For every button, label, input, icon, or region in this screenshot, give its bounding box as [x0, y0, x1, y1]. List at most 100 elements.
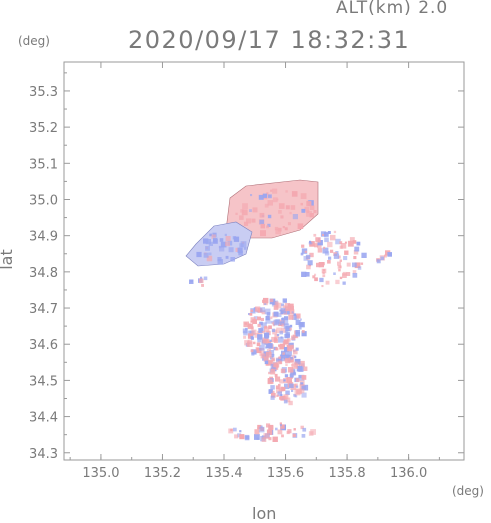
echo-cell — [279, 344, 284, 350]
echo-cell — [281, 387, 285, 391]
y-unit-label: (deg) — [18, 34, 50, 48]
echo-cell — [260, 307, 265, 313]
echo-cell — [283, 378, 289, 384]
echo-cell — [302, 366, 308, 371]
echo-cell — [203, 238, 209, 244]
echo-cell — [242, 328, 248, 334]
echo-cell — [283, 323, 290, 329]
echo-cell — [306, 264, 311, 270]
echo-cell — [354, 262, 361, 269]
echo-cell — [266, 192, 269, 195]
y-tick-label: 34.6 — [29, 338, 58, 353]
echo-cell — [274, 301, 279, 306]
echo-cell — [299, 322, 305, 328]
echo-cell — [312, 275, 316, 279]
echo-cell — [238, 250, 243, 256]
y-tick-label: 35.2 — [29, 121, 58, 136]
echo-cell — [307, 260, 313, 266]
echo-cell — [285, 397, 291, 403]
echo-cell — [287, 429, 292, 434]
echo-cell — [288, 314, 294, 320]
echo-cell — [282, 305, 286, 309]
echo-cell — [250, 309, 253, 312]
echo-cell — [205, 246, 210, 251]
echo-cell — [279, 422, 282, 425]
echo-cell — [263, 433, 270, 439]
echo-cell — [247, 341, 253, 347]
echo-cell — [309, 252, 314, 258]
echo-cell — [281, 357, 286, 362]
echo-cell — [387, 252, 392, 257]
echo-cell — [286, 333, 290, 338]
echo-cell — [220, 241, 227, 248]
echo-cell — [295, 378, 300, 382]
echo-cell — [200, 276, 203, 279]
echo-cell — [256, 437, 259, 440]
echo-cell — [301, 434, 306, 438]
echo-cell — [301, 244, 305, 248]
echo-cell — [343, 256, 348, 261]
echo-cell — [285, 190, 288, 193]
echo-cell — [313, 210, 317, 214]
echo-cell — [283, 394, 289, 400]
echo-cell — [301, 385, 306, 391]
echo-cell — [337, 255, 341, 259]
echo-cell — [259, 212, 265, 218]
echo-cell — [251, 337, 254, 340]
echo-cell — [254, 332, 260, 338]
echo-cell — [276, 387, 282, 394]
echo-cell — [301, 331, 307, 337]
echo-cell — [241, 209, 248, 216]
echo-cell — [276, 304, 279, 307]
echo-cell — [281, 323, 285, 327]
echo-cell — [294, 389, 301, 396]
echo-cell — [346, 262, 351, 267]
echo-cell — [257, 334, 263, 340]
echo-cell — [314, 243, 319, 248]
echo-cell — [295, 320, 301, 325]
echo-cell — [304, 250, 307, 253]
echo-cell — [267, 379, 273, 385]
echo-cell — [230, 428, 233, 432]
echo-cell — [261, 310, 266, 315]
echo-cell — [275, 385, 280, 390]
echo-cell — [233, 236, 240, 242]
echo-cell — [266, 349, 271, 354]
echo-cell — [233, 427, 237, 432]
echo-cell — [279, 424, 282, 427]
echo-cell — [280, 215, 284, 219]
echo-cell — [322, 234, 325, 236]
echo-cell — [284, 316, 289, 321]
echo-cell — [267, 360, 272, 366]
echo-cell — [264, 360, 269, 365]
echo-cell — [217, 259, 223, 265]
echo-cell — [253, 341, 256, 345]
x-tick-label: 135.2 — [144, 466, 181, 481]
echo-cell — [265, 346, 268, 349]
echo-cell — [283, 399, 288, 404]
echo-cell — [254, 434, 260, 440]
echo-cell — [344, 241, 347, 244]
echo-cell — [262, 193, 268, 198]
echo-cell — [264, 302, 267, 305]
echo-cell — [330, 234, 336, 241]
echo-cell — [265, 351, 272, 358]
echo-cell — [335, 238, 341, 245]
echo-cell — [259, 321, 263, 326]
echo-cell — [275, 376, 281, 382]
echo-cell — [270, 189, 273, 192]
echo-cell — [356, 241, 361, 246]
y-tick-label: 34.9 — [29, 230, 58, 245]
echo-cell — [268, 389, 273, 394]
echo-cell — [265, 318, 271, 324]
echo-cell — [235, 212, 238, 215]
echo-cell — [317, 243, 322, 249]
echo-cell — [287, 338, 291, 342]
echo-cell — [333, 272, 336, 275]
echo-cell — [275, 228, 281, 235]
echo-cell — [261, 437, 267, 442]
x-tick-label: 135.0 — [82, 466, 119, 481]
echo-cell — [322, 247, 329, 254]
echo-cell — [339, 276, 343, 280]
